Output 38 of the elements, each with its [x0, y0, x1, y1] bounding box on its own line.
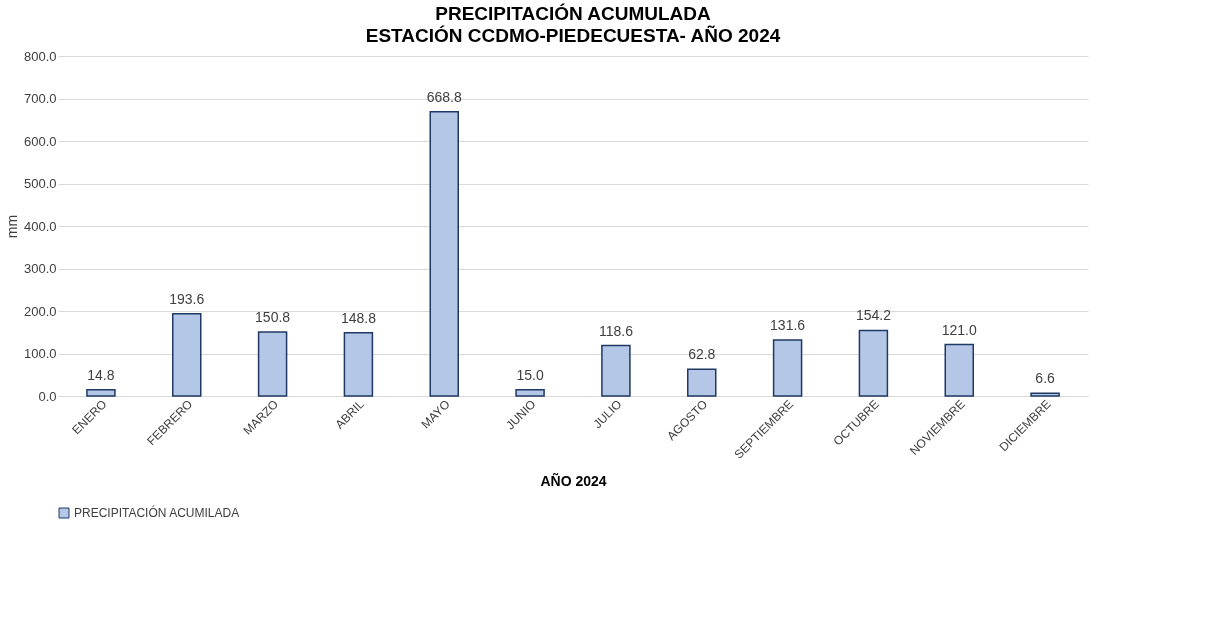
bar [515, 388, 545, 397]
bar [172, 312, 202, 397]
bar [429, 111, 459, 397]
data-label: 154.2 [855, 307, 892, 324]
data-label: 131.6 [770, 317, 806, 334]
y-tick-label: 400.0 [23, 218, 57, 234]
data-label: 14.8 [87, 366, 115, 383]
data-label: 150.8 [255, 308, 291, 325]
chart-subtitle: ESTACIÓN CCDMO-PIEDECUESTA- AÑO 2024 [365, 25, 781, 46]
data-label: 6.6 [1035, 370, 1056, 387]
bar [1030, 392, 1060, 397]
x-axis-title: AÑO 2024 [540, 471, 607, 489]
data-label: 193.6 [169, 290, 205, 307]
y-axis-title: mm [3, 214, 20, 239]
bar [772, 339, 803, 397]
data-label: 121.0 [941, 321, 977, 338]
data-label: 118.6 [598, 322, 634, 339]
data-label: 148.8 [340, 309, 377, 326]
y-tick-label: 200.0 [23, 303, 57, 319]
bar [343, 332, 374, 397]
legend-label: PRECIPITACIÓN ACUMILADA [74, 505, 240, 520]
y-tick-label: 100.0 [23, 346, 57, 361]
y-tick-label: 600.0 [23, 133, 57, 149]
bar [257, 331, 288, 397]
bar [944, 343, 974, 397]
y-tick-label: 700.0 [23, 91, 57, 106]
bar [687, 368, 717, 397]
y-tick-label: 800.0 [23, 48, 57, 64]
bar [86, 388, 116, 397]
data-label: 62.8 [688, 346, 716, 363]
y-tick-label: 300.0 [23, 261, 57, 276]
data-label: 15.0 [516, 366, 544, 383]
y-tick-label: 0.0 [38, 388, 57, 404]
bar [858, 329, 889, 397]
bar [601, 344, 631, 397]
chart-title: PRECIPITACIÓN ACUMULADA [435, 3, 712, 24]
y-tick-label: 500.0 [23, 176, 57, 191]
data-label: 668.8 [426, 88, 462, 105]
